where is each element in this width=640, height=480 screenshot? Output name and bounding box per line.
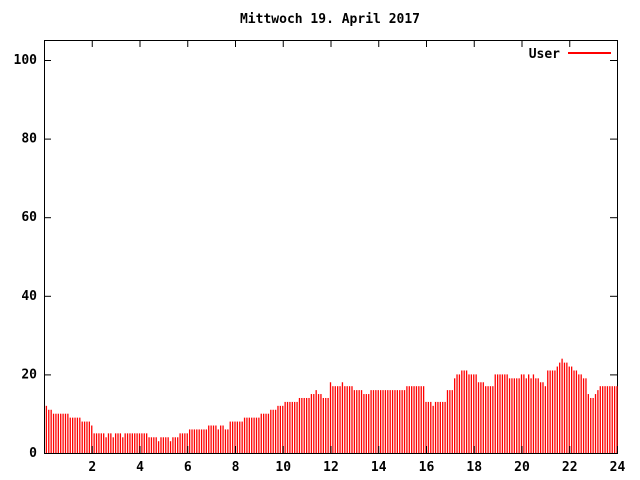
y-tick-label: 60 (21, 210, 37, 225)
legend: User (529, 47, 611, 62)
y-tick-label: 40 (21, 289, 37, 304)
x-tick-label: 6 (184, 460, 192, 475)
y-tick-label: 0 (29, 446, 37, 461)
x-tick-label: 16 (419, 460, 435, 475)
x-tick-label: 10 (275, 460, 291, 475)
x-tick-label: 14 (371, 460, 387, 475)
legend-label: User (529, 47, 560, 62)
axis-ticks (44, 40, 618, 454)
x-tick-label: 20 (514, 460, 530, 475)
x-tick-label: 12 (323, 460, 339, 475)
x-tick-label: 24 (610, 460, 626, 475)
x-tick-label: 4 (136, 460, 144, 475)
x-tick-label: 2 (88, 460, 96, 475)
y-tick-label: 80 (21, 132, 37, 147)
x-tick-label: 18 (466, 460, 482, 475)
y-tick-label: 20 (21, 367, 37, 382)
impulse-bars (45, 358, 618, 453)
x-tick-label: 22 (562, 460, 578, 475)
x-tick-label: 8 (232, 460, 240, 475)
chart-title: Mittwoch 19. April 2017 (240, 12, 420, 27)
y-tick-label: 100 (14, 53, 38, 68)
